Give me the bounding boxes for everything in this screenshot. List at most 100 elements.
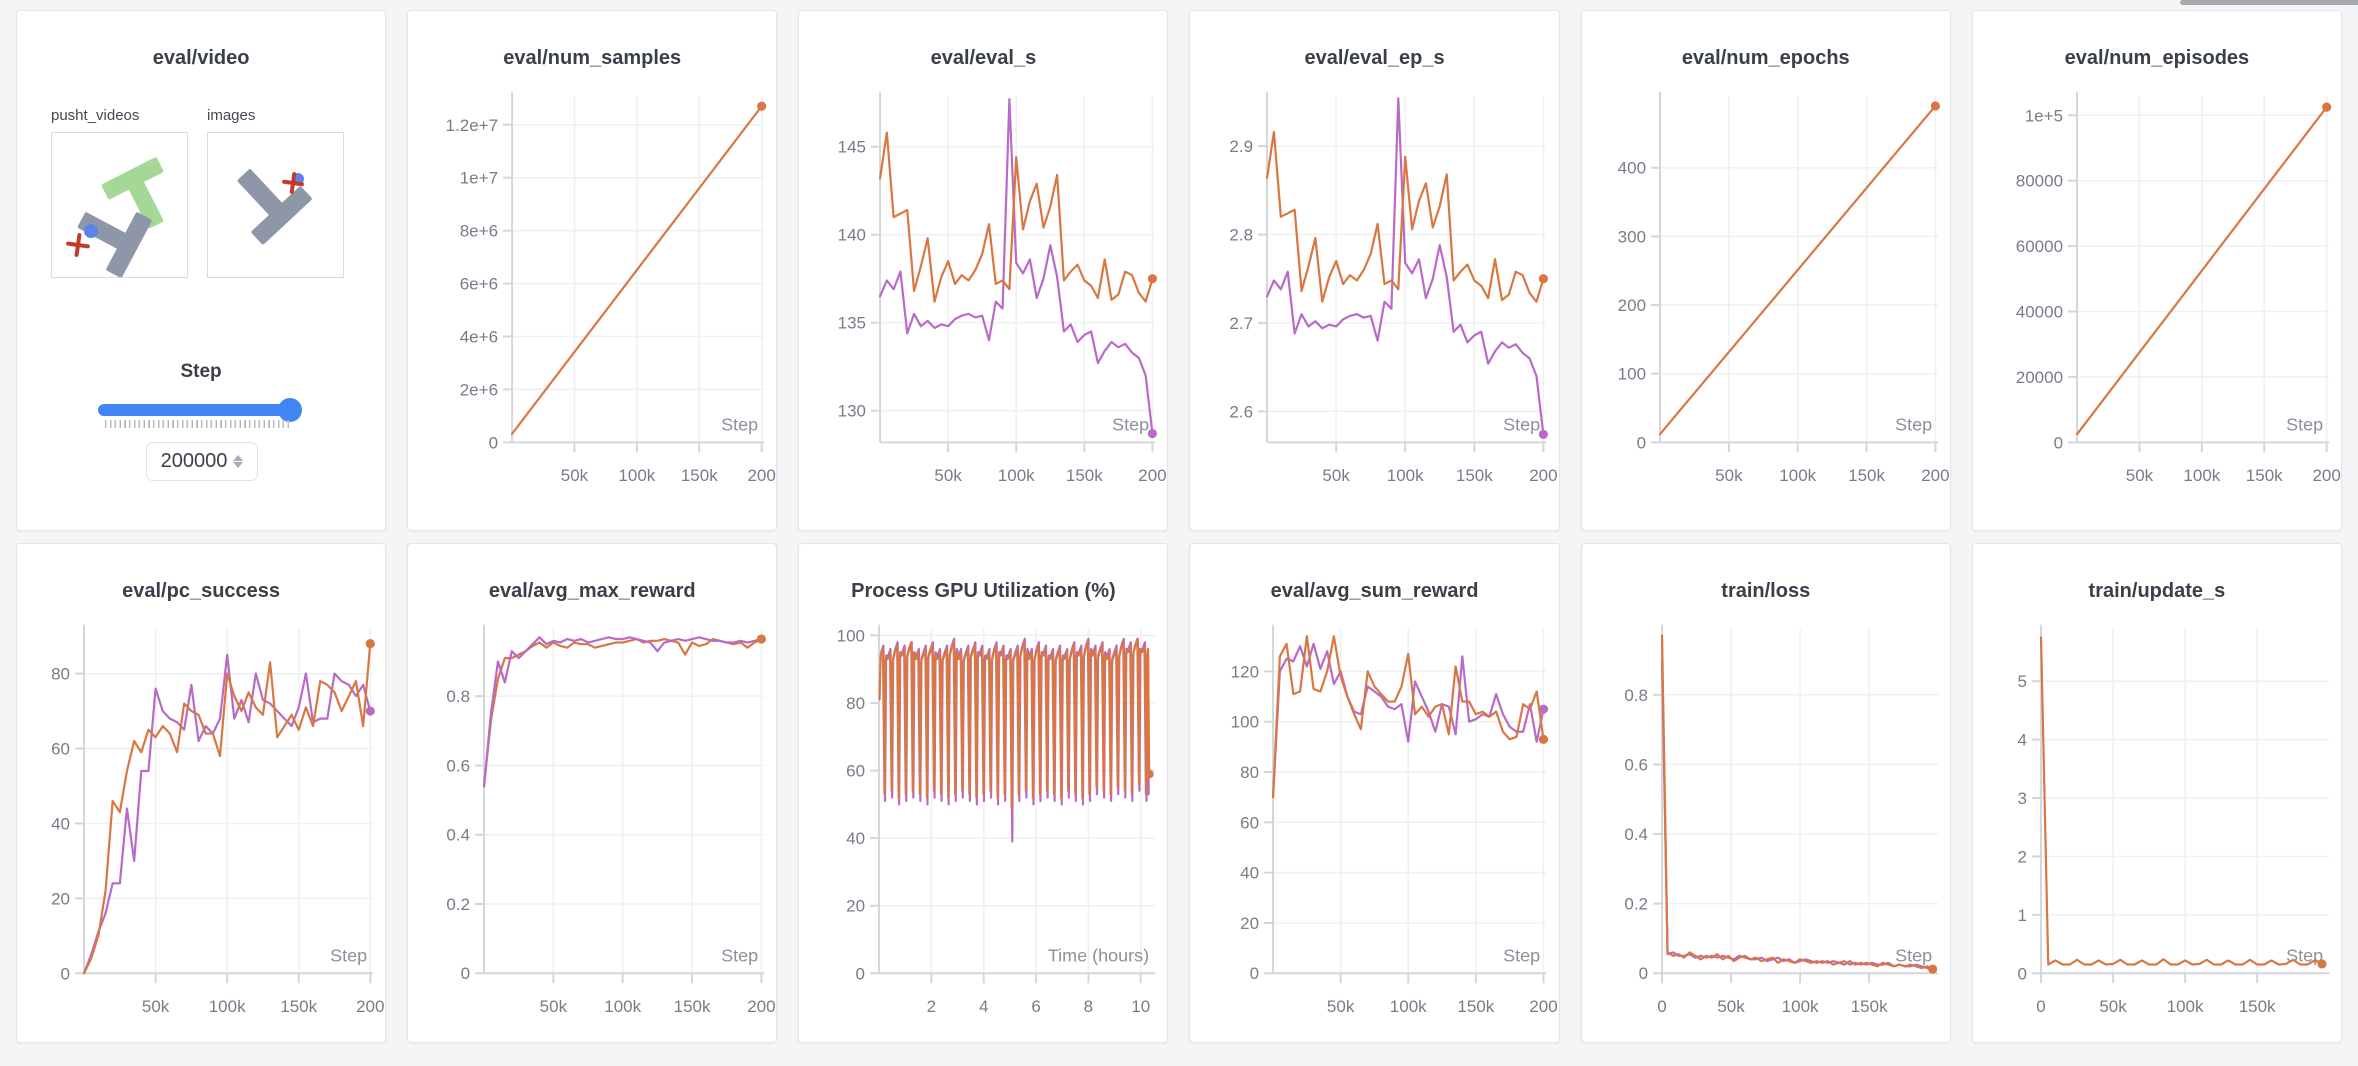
x-tick-label: 200 [1921, 466, 1949, 485]
chart-title: eval/avg_sum_reward [1270, 580, 1479, 602]
chart-plot[interactable]: 50k 100k 150k 200 0 20000 40000 60000 80000 1e+5 S… [1973, 11, 2341, 530]
chart-title: eval/num_epochs [1681, 47, 1850, 69]
x-tick-label: 6 [1032, 997, 1041, 1016]
x-tick-label: 100k [604, 997, 641, 1016]
latest-point-dot-orange [1539, 274, 1549, 284]
x-tick-label: 50k [561, 466, 589, 485]
latest-point-dot-orange [1539, 734, 1549, 744]
x-tick-label: 100k [2166, 997, 2203, 1016]
y-tick-label: 0 [461, 964, 470, 983]
chevron-down-icon[interactable] [233, 462, 244, 468]
latest-point-dot-orange [2321, 102, 2332, 112]
latest-point-dot-orange [1927, 964, 1937, 974]
x-tick-label: 150k [1850, 997, 1887, 1016]
series-line-purple [1660, 658, 1934, 970]
block-t-shape [77, 212, 152, 278]
y-tick-label: 0 [1636, 433, 1645, 452]
y-tick-label: 60 [51, 740, 70, 759]
media-label-pusht-videos: pusht_videos [51, 107, 140, 124]
y-tick-label: 80 [1241, 763, 1260, 782]
y-tick-label: 0 [1250, 964, 1259, 983]
x-tick-label: 100k [209, 997, 246, 1016]
y-tick-label: 130 [838, 402, 866, 421]
y-tick-label: 2.8 [1230, 226, 1254, 245]
goal-t-shape [101, 157, 164, 229]
x-tick-label: 200 [2312, 466, 2340, 485]
x-tick-label: 200 [748, 466, 776, 485]
x-tick-label: 100k [998, 466, 1035, 485]
y-tick-label: 2.9 [1230, 137, 1254, 156]
x-axis-label: Step [2286, 414, 2323, 434]
x-tick-label: 0 [2036, 997, 2045, 1016]
x-tick-label: 8 [1084, 997, 1093, 1016]
chart-plot[interactable]: 50k 100k 150k 200 130 135 140 145 Step [799, 11, 1167, 530]
series-line-orange [1272, 635, 1546, 799]
step-slider-knob[interactable] [278, 398, 302, 422]
image-frame [237, 169, 312, 245]
video-thumbnail-pusht[interactable] [51, 132, 188, 278]
y-tick-label: 140 [838, 226, 866, 245]
chart-panel-eval-pc-success: eval/pc_success 50k 100k 150k 200 0 20 40 60 80 S… [16, 543, 387, 1043]
chart-title: train/update_s [2088, 580, 2226, 602]
x-tick-label: 50k [935, 466, 963, 485]
y-tick-label: 80 [51, 665, 70, 684]
chart-title: train/loss [1721, 580, 1811, 602]
image-thumbnail[interactable] [207, 132, 344, 278]
stepper-arrows-icon[interactable] [233, 455, 244, 468]
series-line-purple [82, 653, 372, 975]
latest-point-dot-orange [365, 639, 375, 649]
chart-title: eval/eval_ep_s [1304, 47, 1445, 69]
x-tick-label: 4 [979, 997, 988, 1016]
chart-panel-eval-num-episodes: eval/num_episodes 50k 100k 150k 200 0 20000 40… [1971, 10, 2342, 531]
y-tick-label: 0.4 [1624, 825, 1648, 844]
chart-plot[interactable]: 50k 100k 150k 200 0 100 200 300 400 Step [1582, 11, 1950, 530]
y-tick-label: 145 [838, 138, 866, 157]
chart-panel-train-update-s: train/update_s 0 50k 100k 150k 0 1 2 3 4 5 Step [1971, 543, 2342, 1043]
series-line-orange [878, 637, 1151, 809]
series-line-orange [511, 105, 763, 435]
y-tick-label: 0 [856, 964, 865, 983]
y-tick-label: 0 [489, 433, 498, 452]
chart-panel-eval-avg-sum-reward: eval/avg_sum_reward 50k 100k 150k 200 0 20 40 6… [1189, 543, 1560, 1043]
x-tick-label: 50k [1715, 466, 1743, 485]
latest-point-dot-orange [1144, 769, 1155, 779]
x-tick-label: 50k [1717, 997, 1745, 1016]
x-axis-label: Step [1504, 945, 1541, 965]
chart-plot[interactable]: 50k 100k 150k 200 0 2e+6 4e+6 6e+6 8e+6 1e+7 1.2e+… [408, 11, 776, 530]
chart-plot[interactable]: 50k 100k 150k 200 2.6 2.7 2.8 2.9 Step [1190, 11, 1558, 530]
x-tick-label: 150k [1848, 466, 1885, 485]
chart-title: eval/num_episodes [2064, 47, 2250, 69]
series-line-orange [82, 642, 372, 975]
chart-plot[interactable]: 50k 100k 150k 200 0 0.2 0.4 0.6 0.8 Step [408, 544, 776, 1042]
latest-point-dot-orange [757, 101, 767, 111]
chart-plot[interactable]: 50k 100k 150k 200 0 20 40 60 80 100 120 Step [1190, 544, 1558, 1042]
horizontal-scrollbar[interactable] [2180, 0, 2358, 5]
y-tick-label: 0 [1638, 964, 1647, 983]
x-tick-label: 200 [1530, 466, 1558, 485]
step-input[interactable]: 200000 [146, 442, 258, 481]
latest-point-dot-orange [2317, 959, 2327, 969]
latest-point-dot-purple [1539, 429, 1549, 439]
x-tick-label: 150k [280, 997, 317, 1016]
chart-panel-eval-num-epochs: eval/num_epochs 50k 100k 150k 200 0 100 200 300… [1580, 10, 1951, 531]
latest-point-dot-orange [1930, 101, 1940, 111]
dashboard-grid: eval/video pusht_videos images [16, 10, 2342, 1043]
y-tick-label: 1.2e+7 [446, 116, 498, 135]
media-label-images: images [207, 107, 256, 124]
y-tick-label: 0.6 [447, 756, 471, 775]
chart-plot[interactable]: 50k 100k 150k 200 0 20 40 60 80 Step [17, 544, 385, 1042]
chart-plot[interactable]: 0 50k 100k 150k 0 0.2 0.4 0.6 0.8 Step [1582, 544, 1950, 1042]
y-tick-label: 1e+5 [2025, 106, 2063, 125]
latest-point-dot-purple [1539, 704, 1549, 714]
y-tick-label: 40 [51, 814, 70, 833]
chart-panel-train-loss: train/loss 0 50k 100k 150k 0 0.2 0.4 0.6 0.8 Step [1580, 543, 1951, 1043]
y-tick-label: 2.7 [1230, 314, 1254, 333]
step-slider[interactable] [98, 404, 300, 416]
x-tick-label: 150k [1458, 997, 1495, 1016]
series-line-orange [1658, 104, 1937, 436]
chart-panel-eval-num-samples: eval/num_samples 50k 100k 150k 200 0 2e+6 4e+6… [407, 10, 778, 531]
y-tick-label: 60000 [2016, 237, 2063, 256]
chevron-up-icon[interactable] [233, 455, 244, 461]
